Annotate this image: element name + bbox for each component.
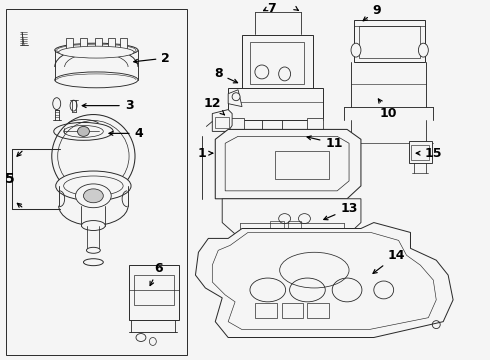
Text: 4: 4 bbox=[109, 127, 144, 140]
Bar bbox=[6, 9, 187, 355]
Text: 11: 11 bbox=[307, 136, 343, 150]
Bar bbox=[412, 145, 429, 160]
Ellipse shape bbox=[53, 98, 61, 109]
Bar bbox=[270, 221, 284, 230]
Bar bbox=[409, 141, 432, 163]
Text: 12: 12 bbox=[203, 97, 224, 115]
Ellipse shape bbox=[86, 247, 100, 253]
Text: 5: 5 bbox=[5, 172, 15, 186]
Text: 15: 15 bbox=[416, 147, 442, 160]
Bar bbox=[307, 303, 329, 318]
Polygon shape bbox=[212, 109, 232, 131]
Bar bbox=[134, 275, 173, 305]
Ellipse shape bbox=[83, 189, 103, 203]
Polygon shape bbox=[222, 199, 361, 238]
Polygon shape bbox=[215, 129, 361, 199]
Bar bbox=[108, 38, 115, 52]
Bar bbox=[95, 38, 102, 52]
Bar bbox=[242, 35, 314, 90]
Bar bbox=[215, 117, 229, 129]
Text: 3: 3 bbox=[82, 99, 133, 112]
Polygon shape bbox=[228, 90, 242, 107]
Text: 7: 7 bbox=[268, 2, 276, 15]
Bar bbox=[275, 151, 329, 179]
Bar bbox=[307, 117, 323, 129]
Ellipse shape bbox=[418, 43, 428, 57]
Bar bbox=[66, 38, 73, 52]
Bar bbox=[120, 38, 126, 52]
Ellipse shape bbox=[351, 43, 361, 57]
Bar bbox=[288, 221, 301, 230]
Text: 10: 10 bbox=[378, 99, 397, 120]
Ellipse shape bbox=[70, 100, 77, 111]
Ellipse shape bbox=[81, 221, 105, 230]
Text: 9: 9 bbox=[363, 4, 381, 21]
Ellipse shape bbox=[232, 93, 240, 101]
Text: 13: 13 bbox=[324, 202, 358, 220]
Bar bbox=[359, 26, 420, 58]
Ellipse shape bbox=[255, 65, 269, 79]
Bar bbox=[354, 21, 425, 62]
Bar bbox=[228, 88, 323, 120]
Ellipse shape bbox=[54, 122, 113, 140]
Ellipse shape bbox=[267, 147, 277, 155]
Text: 6: 6 bbox=[150, 262, 163, 285]
Ellipse shape bbox=[59, 46, 134, 58]
Text: 2: 2 bbox=[134, 51, 170, 64]
Bar bbox=[129, 265, 179, 320]
Polygon shape bbox=[196, 222, 453, 338]
Ellipse shape bbox=[56, 171, 131, 201]
Bar bbox=[255, 303, 277, 318]
Ellipse shape bbox=[77, 126, 90, 136]
Bar bbox=[228, 117, 244, 129]
Bar bbox=[282, 303, 303, 318]
Text: 8: 8 bbox=[214, 67, 238, 83]
Ellipse shape bbox=[279, 67, 291, 81]
Bar bbox=[80, 38, 87, 52]
Text: 1: 1 bbox=[198, 147, 213, 160]
Bar bbox=[250, 42, 304, 84]
Ellipse shape bbox=[75, 184, 111, 208]
Text: 14: 14 bbox=[373, 249, 405, 274]
